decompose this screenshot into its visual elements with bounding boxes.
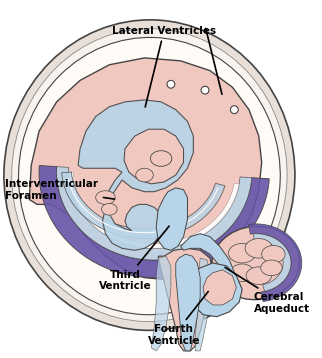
- Ellipse shape: [261, 260, 282, 276]
- Polygon shape: [151, 256, 171, 351]
- Polygon shape: [254, 234, 291, 291]
- Ellipse shape: [229, 243, 256, 263]
- Ellipse shape: [262, 245, 285, 263]
- Ellipse shape: [246, 267, 271, 285]
- Text: Third
Ventricle: Third Ventricle: [99, 226, 169, 291]
- Ellipse shape: [231, 264, 254, 281]
- Polygon shape: [203, 270, 236, 305]
- Polygon shape: [181, 234, 234, 280]
- Polygon shape: [62, 172, 225, 238]
- Ellipse shape: [19, 38, 280, 315]
- Polygon shape: [29, 58, 262, 280]
- Text: Lateral Ventricles: Lateral Ventricles: [112, 26, 216, 107]
- Ellipse shape: [245, 238, 272, 258]
- Text: Cerebral
Aqueduct: Cerebral Aqueduct: [225, 267, 310, 314]
- Polygon shape: [176, 254, 200, 351]
- Polygon shape: [187, 263, 242, 317]
- Ellipse shape: [96, 191, 115, 204]
- Polygon shape: [158, 248, 213, 351]
- Ellipse shape: [4, 20, 295, 330]
- Ellipse shape: [12, 29, 287, 321]
- Text: Fourth
Ventricle: Fourth Ventricle: [147, 291, 208, 346]
- Circle shape: [231, 106, 238, 113]
- Polygon shape: [78, 100, 193, 250]
- Text: Interventricular
Foramen: Interventricular Foramen: [5, 179, 114, 200]
- Circle shape: [201, 86, 209, 94]
- Polygon shape: [68, 172, 239, 248]
- Circle shape: [167, 81, 175, 88]
- Polygon shape: [57, 166, 252, 260]
- Ellipse shape: [136, 168, 153, 182]
- Ellipse shape: [212, 226, 300, 300]
- Polygon shape: [124, 129, 184, 184]
- Polygon shape: [249, 224, 302, 301]
- Polygon shape: [195, 258, 210, 351]
- Polygon shape: [156, 188, 187, 250]
- Polygon shape: [39, 165, 269, 277]
- Ellipse shape: [150, 151, 172, 166]
- Ellipse shape: [101, 203, 117, 215]
